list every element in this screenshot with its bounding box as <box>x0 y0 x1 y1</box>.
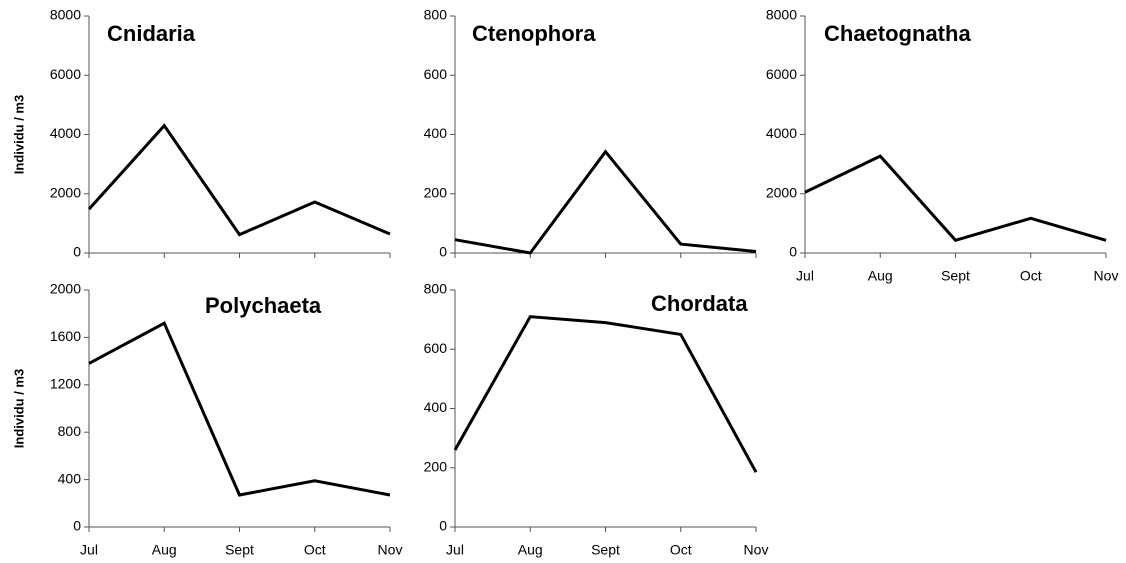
y-tick-label: 200 <box>424 184 448 200</box>
x-tick-label: Sept <box>941 268 970 284</box>
y-tick-label: 2000 <box>50 184 81 200</box>
y-tick-label: 6000 <box>50 66 81 82</box>
y-tick-label: 1200 <box>50 376 81 392</box>
x-tick-label: Jul <box>796 268 814 284</box>
y-tick-label: 0 <box>789 244 797 260</box>
x-tick-label: Sept <box>591 542 620 558</box>
x-tick-label: Oct <box>1020 268 1042 284</box>
data-line <box>454 149 757 255</box>
y-tick-label: 6000 <box>766 66 797 82</box>
x-tick-label: Nov <box>744 542 769 558</box>
y-tick-label: 8000 <box>50 7 81 23</box>
x-tick-label: Oct <box>670 542 692 558</box>
x-tick-label: Aug <box>152 542 177 558</box>
x-tick-label: Nov <box>1094 268 1119 284</box>
y-tick-label: 4000 <box>50 125 81 141</box>
y-tick-label: 800 <box>424 281 448 297</box>
x-tick-label: Jul <box>446 542 464 558</box>
y-tick-label: 400 <box>424 125 448 141</box>
y-tick-label: 800 <box>58 423 82 439</box>
y-tick-label: 600 <box>424 340 448 356</box>
y-tick-label: 0 <box>439 244 447 260</box>
y-tick-label: 0 <box>73 244 81 260</box>
x-tick-label: Aug <box>518 542 543 558</box>
y-tick-label: 400 <box>58 470 82 486</box>
x-tick-label: Sept <box>225 542 254 558</box>
y-axis-label: Individu / m3 <box>11 95 26 174</box>
y-tick-label: 2000 <box>766 184 797 200</box>
x-tick-label: Oct <box>304 542 326 558</box>
chart-title: Chaetognatha <box>824 21 971 46</box>
y-tick-label: 4000 <box>766 125 797 141</box>
chart-title: Polychaeta <box>205 293 322 318</box>
data-line <box>804 154 1107 242</box>
y-tick-label: 200 <box>424 458 448 474</box>
y-tick-label: 2000 <box>50 281 81 297</box>
data-line <box>453 315 758 473</box>
chart-title: Chordata <box>651 291 748 316</box>
y-tick-label: 0 <box>73 518 81 534</box>
chart-title: Cnidaria <box>107 21 196 46</box>
data-line <box>88 321 391 497</box>
y-axis-label: Individu / m3 <box>11 369 26 448</box>
y-tick-label: 1600 <box>50 328 81 344</box>
x-tick-label: Nov <box>378 542 403 558</box>
y-tick-label: 0 <box>439 518 447 534</box>
chart-title: Ctenophora <box>472 21 596 46</box>
x-tick-label: Jul <box>80 542 98 558</box>
y-tick-label: 800 <box>424 7 448 23</box>
y-tick-label: 8000 <box>766 7 797 23</box>
y-tick-label: 400 <box>424 399 448 415</box>
y-tick-label: 600 <box>424 66 448 82</box>
data-line <box>87 123 391 237</box>
x-tick-label: Aug <box>868 268 893 284</box>
